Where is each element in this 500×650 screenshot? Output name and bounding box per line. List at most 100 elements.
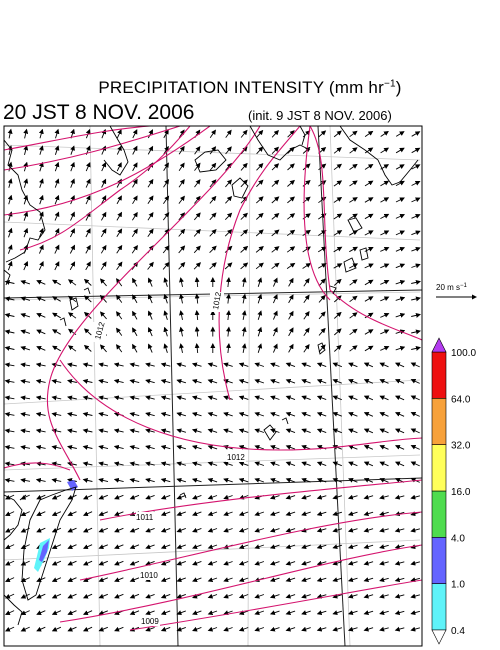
wind-arrow [303, 277, 310, 287]
wind-arrow [116, 344, 123, 353]
wind-arrow [379, 494, 389, 500]
wind-arrow [36, 313, 46, 318]
wind-arrow [132, 327, 138, 337]
wind-arrow [23, 227, 29, 238]
wind-arrow [254, 411, 265, 417]
wind-arrow [223, 527, 233, 533]
wind-arrow [145, 494, 155, 500]
wind-arrow [410, 610, 421, 616]
wind-arrow [20, 329, 31, 335]
wind-arrow [316, 477, 327, 483]
wind-arrow [176, 511, 186, 517]
wind-arrow [82, 395, 93, 401]
wind-arrow [285, 378, 296, 384]
wind-arrow [99, 278, 107, 287]
wind-arrow [207, 560, 218, 566]
wind-arrow [318, 344, 326, 353]
wind-arrow [316, 544, 327, 550]
wind-arrow [379, 412, 389, 417]
wind-arrow [20, 577, 30, 582]
wind-arrow [410, 379, 420, 384]
wind-arrow [240, 179, 248, 188]
wind-arrow [285, 593, 296, 599]
wind-arrow [285, 494, 296, 500]
wind-arrow [132, 310, 138, 320]
wind-arrow [225, 343, 231, 354]
wind-arrow [223, 477, 233, 483]
wind-arrow [129, 461, 140, 467]
wind-arrow [363, 626, 374, 632]
wind-arrow [333, 295, 342, 303]
wind-arrow [38, 260, 44, 271]
colorbar-label: 1.0 [451, 580, 465, 591]
wind-arrow [316, 610, 327, 616]
wind-arrow [4, 511, 15, 516]
wind-arrow [256, 162, 264, 171]
isobar-label-4: 1011 [136, 513, 154, 522]
wind-arrow [347, 626, 358, 632]
wind-arrow [349, 147, 358, 154]
wind-arrow [178, 162, 185, 171]
wind-arrow [82, 378, 93, 384]
wind-arrow [395, 345, 406, 351]
wind-arrow [301, 560, 311, 566]
wind-arrow [349, 295, 358, 303]
wind-arrow [410, 412, 420, 417]
wind-arrow [379, 461, 389, 467]
wind-arrow [394, 610, 405, 616]
wind-arrow [348, 411, 358, 417]
wind-arrow [54, 178, 60, 188]
wind-arrow [176, 461, 187, 467]
wind-arrow [113, 378, 124, 384]
wind-arrow [147, 343, 153, 353]
wind-arrow [82, 560, 93, 566]
wind-arrow [36, 329, 46, 335]
wind-arrow [224, 212, 233, 221]
wind-arrow [145, 626, 155, 632]
wind-arrow [394, 527, 405, 533]
wind-arrow [209, 228, 217, 237]
wind-arrow [70, 178, 75, 188]
wind-arrow [395, 312, 406, 318]
wind-arrow [225, 195, 233, 204]
wind-arrow [287, 163, 295, 171]
wind-arrow [7, 178, 13, 188]
wind-arrow [363, 560, 374, 566]
wind-arrow [176, 494, 186, 500]
wind-arrow [223, 626, 233, 632]
wind-arrow [4, 312, 15, 318]
wind-arrow [160, 461, 171, 467]
wind-arrow [316, 395, 327, 401]
wind-arrow [364, 296, 374, 302]
wind-arrow [98, 444, 109, 450]
wind-arrow [364, 345, 374, 352]
wind-arrow [194, 145, 201, 155]
wind-arrow [363, 379, 374, 384]
valid-time: 20 JST 8 NOV. 2006 [3, 101, 195, 124]
wind-arrow [347, 511, 358, 517]
wind-arrow [207, 511, 218, 517]
wind-arrow [129, 527, 140, 533]
wind-arrow [241, 310, 247, 320]
wind-arrow [54, 194, 60, 205]
wind-arrow [114, 527, 124, 533]
wind-arrow [52, 345, 61, 352]
wind-arrow [67, 527, 77, 533]
wind-arrow [379, 362, 389, 368]
wind-arrow [191, 428, 202, 434]
wind-arrow [98, 477, 109, 483]
wind-arrow [4, 477, 15, 483]
wind-arrow [193, 245, 201, 254]
wind-arrow [394, 577, 405, 583]
wind-arrow [240, 229, 249, 237]
wind-arrow [364, 163, 374, 170]
wind-arrow [113, 395, 124, 401]
wind-arrow [271, 229, 280, 237]
wind-arrow [145, 544, 155, 550]
wind-arrow [51, 411, 62, 417]
wind-arrow [4, 626, 15, 632]
wind-arrow [35, 411, 46, 417]
wind-arrow [332, 544, 343, 550]
wind-arrow [410, 445, 420, 450]
